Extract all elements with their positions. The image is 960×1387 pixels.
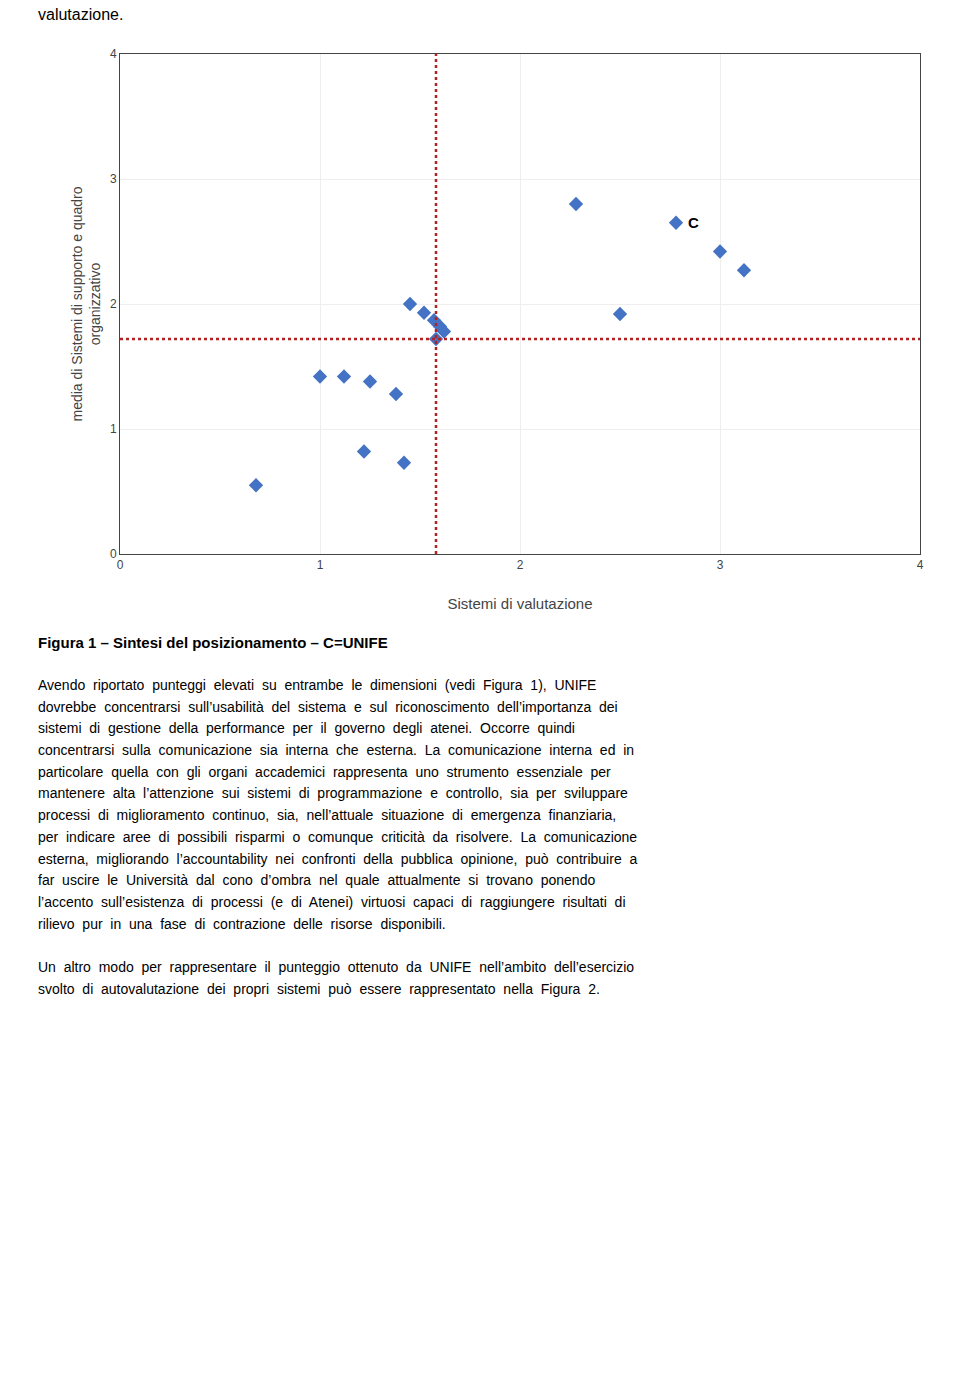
svg-text:0: 0 [117,558,124,572]
svg-text:0: 0 [110,547,117,561]
svg-text:3: 3 [110,172,117,186]
svg-text:4: 4 [110,47,117,61]
svg-text:Sistemi di valutazione: Sistemi di valutazione [447,595,592,612]
html-text:Figura 1 – Sintesi del posizio: Figura 1 – Sintesi del posizionamento – … [38,634,388,651]
svg-text:media di Sistemi di supporto e: media di Sistemi di supporto e quadroorg… [69,186,103,421]
svg-text:C: C [688,214,699,231]
svg-text:2: 2 [110,297,117,311]
svg-text:3: 3 [717,558,724,572]
svg-text:1: 1 [317,558,324,572]
html-text:Un altro modo per rappresentar: Un altro modo per rappresentare il punte… [38,959,635,997]
svg-text:1: 1 [110,422,117,436]
svg-text:2: 2 [517,558,524,572]
svg-text:4: 4 [917,558,924,572]
html-text:valutazione.: valutazione. [38,6,124,23]
html-text:Avendo riportato punteggi elev: Avendo riportato punteggi elevati su ent… [38,677,638,932]
